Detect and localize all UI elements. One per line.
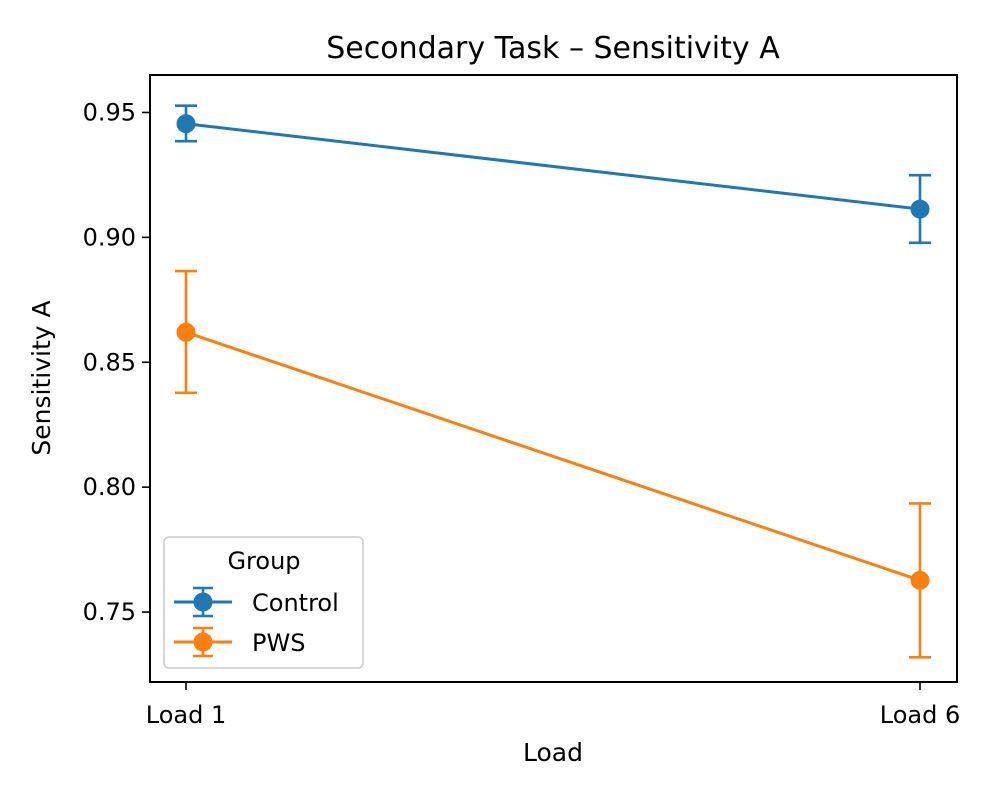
plot-area (175, 104, 931, 659)
y-axis-label: Sensitivity A (27, 300, 56, 455)
legend-frame (163, 536, 364, 669)
x-tick-label: Load 6 (880, 701, 960, 729)
legend: Group Control PWS (163, 536, 364, 669)
plot-frame (149, 74, 958, 683)
legend-title: Group (227, 547, 300, 575)
legend-marker-pws (193, 632, 213, 652)
data-point-pws (910, 570, 930, 590)
y-tick-label: 0.85 (83, 348, 136, 376)
series-line-control (185, 122, 921, 211)
legend-label-control: Control (252, 589, 339, 617)
data-point-control (176, 114, 196, 134)
data-point-control (910, 199, 930, 219)
y-tick-label: 0.90 (83, 223, 136, 251)
data-point-pws (176, 322, 196, 342)
y-tick-label: 0.95 (83, 98, 136, 126)
chart-title: Secondary Task – Sensitivity A (326, 31, 780, 66)
legend-marker-control (193, 592, 213, 612)
legend-label-pws: PWS (252, 629, 305, 657)
y-tick-label: 0.75 (83, 598, 136, 626)
x-tick-label: Load 1 (146, 701, 226, 729)
series-line-pws (185, 330, 921, 582)
x-axis-label: Load (523, 738, 583, 767)
y-tick-label: 0.80 (83, 473, 136, 501)
